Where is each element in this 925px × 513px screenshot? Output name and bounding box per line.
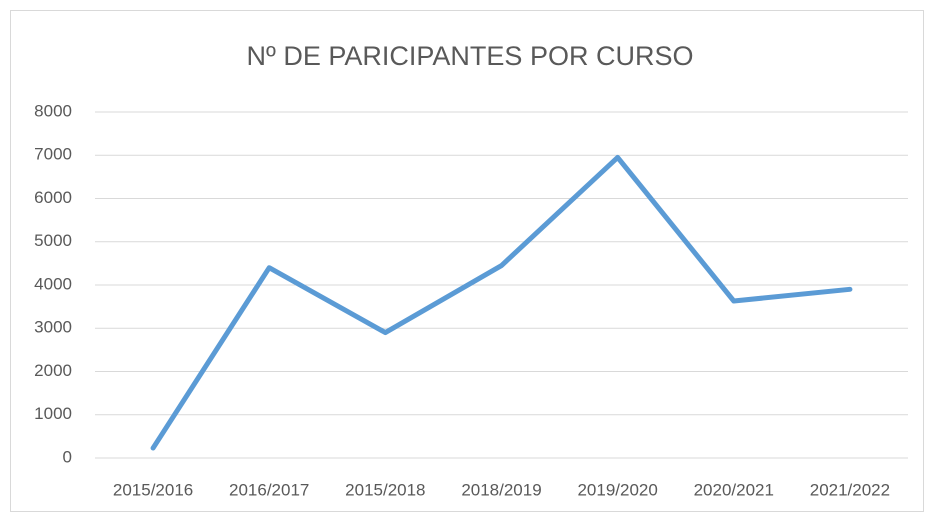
y-tick-label: 1000 (34, 404, 72, 423)
y-tick-label: 4000 (34, 274, 72, 293)
chart-title: Nº DE PARICIPANTES POR CURSO (247, 41, 694, 71)
data-line (150, 154, 853, 451)
y-tick-label: 0 (63, 447, 72, 466)
y-tick-label: 8000 (34, 101, 72, 120)
chart-frame (10, 10, 924, 512)
y-tick-label: 7000 (34, 145, 72, 164)
x-tick-label: 2021/2022 (810, 480, 890, 499)
x-tick-label: 2020/2021 (694, 480, 774, 499)
y-tick-label: 3000 (34, 318, 72, 337)
x-tick-label: 2018/2019 (461, 480, 541, 499)
y-tick-label: 2000 (34, 361, 72, 380)
y-tick-label: 5000 (34, 231, 72, 250)
x-tick-label: 2015/2018 (345, 480, 425, 499)
x-tick-label: 2016/2017 (229, 480, 309, 499)
y-tick-label: 6000 (34, 188, 72, 207)
x-tick-label: 2015/2016 (113, 480, 193, 499)
x-tick-label: 2019/2020 (577, 480, 657, 499)
